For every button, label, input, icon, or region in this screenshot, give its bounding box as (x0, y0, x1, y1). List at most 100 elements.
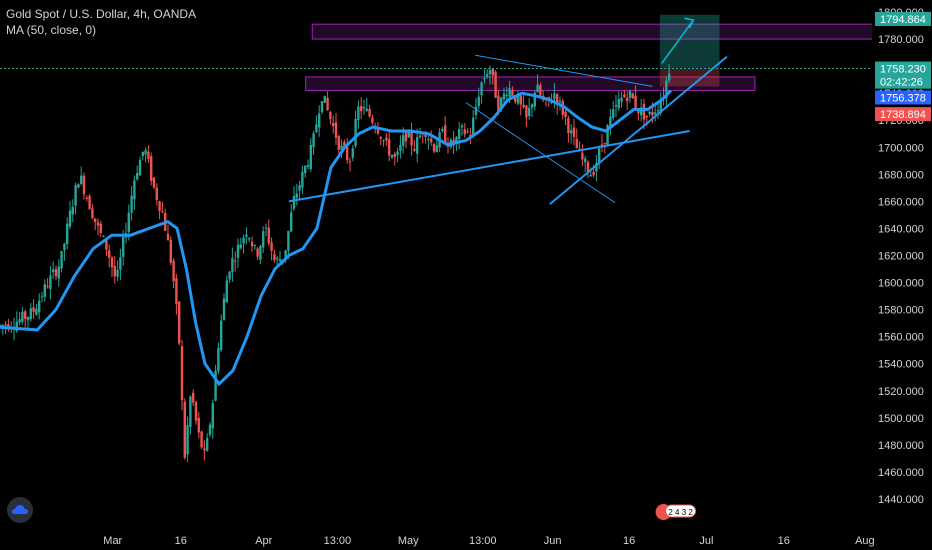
price-label-bg (875, 11, 931, 26)
y-tick-label: 1540.000 (878, 359, 924, 371)
arrow-shaft (661, 19, 695, 64)
candle-body (183, 401, 186, 458)
candle-body (595, 162, 598, 172)
candle-body (404, 131, 408, 142)
stop-zone[interactable] (659, 68, 720, 87)
tradingview-logo[interactable] (7, 497, 33, 523)
candle-body (628, 90, 632, 98)
candle-body (583, 158, 587, 163)
cloud-icon (12, 505, 28, 514)
candle-body (418, 135, 422, 138)
candle-body (303, 165, 307, 174)
y-tick-label: 1460.000 (878, 467, 924, 479)
candle-body (463, 129, 466, 135)
candle-body (457, 128, 461, 139)
candle-body (477, 96, 480, 107)
candle-body (317, 113, 321, 128)
candle-body (348, 161, 352, 163)
candle-body (413, 148, 416, 151)
candle-body (480, 82, 483, 96)
candle-body (231, 257, 234, 273)
candle-body (219, 320, 223, 350)
candle-body (516, 95, 520, 104)
target-box (659, 14, 720, 87)
candle-body (79, 175, 83, 184)
candle-body (368, 108, 371, 117)
candle-body (390, 155, 394, 158)
candle-body (141, 151, 144, 157)
candle-body (287, 230, 290, 251)
candle-body (250, 241, 254, 247)
candle-body (135, 173, 139, 180)
candle-body (376, 129, 380, 134)
zone-0[interactable] (311, 23, 874, 40)
title-bar: Gold Spot / U.S. Dollar, 4h, OANDA MA (5… (6, 6, 196, 38)
candle-body (536, 84, 539, 93)
candle-body (379, 136, 382, 139)
candle-body (21, 311, 24, 322)
candle-body (275, 258, 279, 260)
candle-body (205, 437, 209, 451)
candle-body (144, 150, 147, 155)
candle-body (264, 227, 268, 229)
candle-body (191, 392, 195, 403)
candle-body (43, 284, 46, 298)
zone-1[interactable] (305, 76, 756, 91)
candle-body (645, 115, 648, 118)
candle-body (194, 402, 198, 421)
candle-body (107, 250, 111, 258)
candle-body (166, 233, 170, 241)
y-tick-label: 1440.000 (878, 494, 924, 506)
candle-body (105, 238, 108, 250)
candle-body (539, 85, 542, 96)
candle-body (186, 425, 189, 455)
candle-body (665, 80, 668, 99)
candle-body (121, 237, 125, 257)
candle-body (256, 248, 259, 257)
trendline-1[interactable] (549, 55, 728, 205)
candle-body (597, 148, 601, 163)
candle-body (331, 123, 335, 127)
candle-body (214, 370, 217, 401)
candle-body (340, 145, 343, 150)
candle-body (155, 187, 158, 200)
candle-body (625, 97, 629, 102)
candle-body (455, 137, 458, 144)
x-tick-label: May (398, 535, 419, 547)
candle-body (158, 201, 161, 212)
candle-body (600, 144, 604, 146)
candle-body (345, 146, 349, 161)
candle-body (337, 136, 340, 150)
candle-body (522, 104, 525, 108)
candle-body (497, 95, 500, 113)
candle-body (60, 250, 63, 269)
candle-body (96, 222, 100, 226)
candle-body (261, 231, 265, 248)
trendline-2[interactable] (475, 54, 653, 87)
candle-body (569, 130, 573, 134)
candle-body (51, 269, 55, 272)
candle-body (54, 269, 58, 277)
candle-body (298, 185, 301, 191)
target-zone[interactable] (659, 14, 720, 69)
x-tick-label: 16 (623, 535, 635, 547)
trendline-3[interactable] (465, 102, 616, 204)
y-tick-label: 1520.000 (878, 386, 924, 398)
candle-body (533, 92, 536, 107)
candle-body (399, 144, 402, 151)
candle-body (116, 269, 119, 277)
candle-body (85, 197, 88, 199)
candle-body (555, 94, 559, 105)
candle-body (553, 93, 556, 99)
candle-body (564, 111, 567, 117)
candle-body (0, 325, 2, 327)
candle-body (88, 195, 91, 210)
candle-body (46, 286, 49, 288)
candle-body (77, 184, 80, 188)
candle-body (527, 107, 531, 116)
candle-body (606, 125, 609, 146)
candle-body (642, 103, 646, 120)
candle-body (225, 280, 228, 303)
